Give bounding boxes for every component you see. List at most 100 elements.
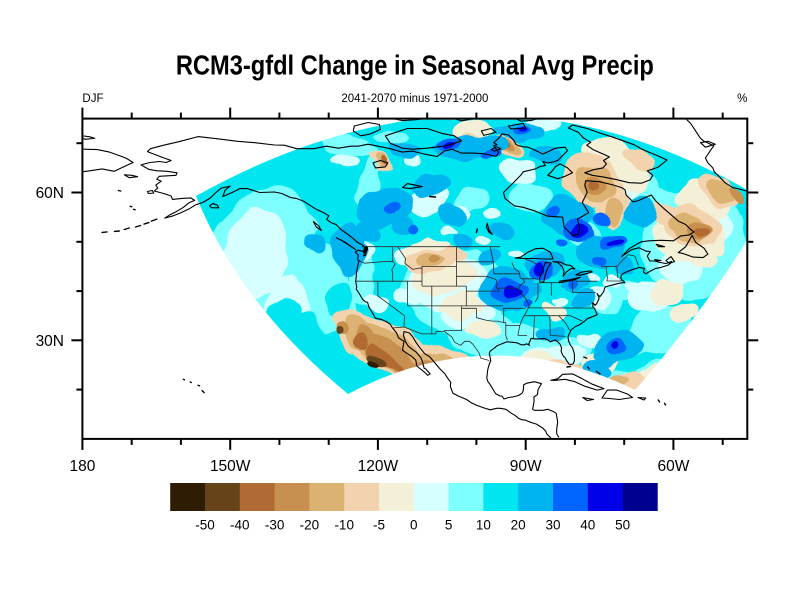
coast-great-slave-lake (401, 183, 423, 190)
field-blob (389, 217, 415, 235)
field-blob (333, 153, 357, 167)
field-blob (429, 254, 443, 262)
field-blob (648, 280, 686, 304)
coast-st-lawrence-island (123, 174, 139, 179)
coast-lake-huron (552, 260, 576, 277)
field-blob (357, 184, 413, 228)
field-blob (366, 358, 378, 368)
x-axis-label-120W: 120W (358, 458, 399, 475)
field-blob (591, 257, 605, 267)
coast-mainland-north-america (140, 133, 695, 438)
field-blob (444, 366, 480, 386)
field-blob (666, 300, 702, 324)
field-blob (440, 204, 470, 226)
coast-banks-island (352, 121, 381, 137)
field-blob (354, 155, 382, 209)
field-blob (531, 146, 561, 164)
colorbar-label--5: -5 (373, 518, 385, 533)
coast-bathurst-island-partial (455, 119, 472, 122)
field-blob (522, 283, 542, 297)
colorbar-cell-7 (413, 483, 449, 511)
field-blob (468, 322, 500, 340)
colorbar-label-10: 10 (476, 518, 491, 533)
field-blob (508, 247, 524, 257)
x-axis-label-90W: 90W (510, 458, 542, 475)
field-blob (456, 365, 524, 394)
contour-field (196, 119, 747, 394)
plot-title: RCM3-gfdl Change in Seasonal Avg Precip (176, 50, 654, 81)
subtitle-left: DJF (82, 93, 103, 105)
field-blob (553, 235, 567, 245)
coast-small-islands (101, 189, 667, 406)
puget-sound-mark (362, 245, 369, 255)
colorbar-cell-3 (274, 483, 310, 511)
field-blob (608, 239, 620, 247)
colorbar-label--40: -40 (230, 518, 250, 533)
field-blob (392, 289, 418, 307)
colorbar-cell-6 (379, 483, 415, 511)
field-blob (439, 227, 455, 237)
colorbar-cell-1 (205, 483, 241, 511)
coast-vancouver-island (335, 237, 357, 251)
coast-anticosti-island (655, 243, 666, 248)
colorbar-label--20: -20 (300, 518, 320, 533)
y-axis-label-60N: 60N (36, 185, 64, 202)
colorbar-label--10: -10 (334, 518, 354, 533)
field-blob (357, 224, 379, 240)
field-blob (332, 328, 342, 338)
coast-puerto-rico (637, 396, 647, 401)
field-blob (450, 233, 470, 247)
field-blob (547, 208, 559, 216)
coast-baffin-island (567, 124, 668, 184)
x-axis-label-150W: 150W (210, 458, 251, 475)
colorbar-cell-8 (448, 483, 484, 511)
field-blob (592, 214, 612, 226)
colorbar-label-30: 30 (545, 518, 560, 533)
coast-lake-ontario (575, 270, 593, 276)
field-blob (268, 295, 302, 335)
coast-nunivak-island (146, 189, 155, 195)
coast-lake-winnipeg (485, 222, 493, 235)
field-blob (693, 254, 719, 270)
field-blob (568, 282, 578, 288)
coast-king-william-island (490, 146, 502, 152)
field-blob (487, 221, 513, 239)
field-blob (499, 375, 551, 394)
colorbar-label-20: 20 (511, 518, 526, 533)
colorbar-cell-13 (622, 483, 658, 511)
field-blob (506, 181, 554, 211)
field-blob (572, 290, 598, 310)
subtitle-center: 2041-2070 minus 1971-2000 (341, 93, 488, 105)
coast-kodiak-island (208, 202, 220, 209)
colorbar-cell-9 (483, 483, 519, 511)
colorbar-label-40: 40 (580, 518, 595, 533)
colorbar-cell-4 (309, 483, 345, 511)
field-blob (706, 183, 732, 203)
coast-hispaniola (601, 389, 634, 401)
field-blob (410, 174, 450, 196)
map-frame (81, 117, 749, 440)
field-blob (409, 224, 421, 232)
field-blob (353, 334, 367, 346)
x-axis-label-180: 180 (69, 458, 95, 475)
field-blob (460, 370, 506, 390)
field-blob (508, 351, 556, 373)
field-blob (534, 263, 544, 275)
coast-cuba (550, 373, 605, 391)
field-blob (545, 303, 567, 317)
coast-haida-gwaii (312, 221, 322, 232)
field-blob (412, 202, 428, 212)
field-blob (727, 188, 745, 204)
field-blob (374, 129, 410, 145)
colorbar-cell-11 (553, 483, 589, 511)
colorbar-label--50: -50 (195, 518, 215, 533)
us-state-borders (356, 246, 639, 361)
colorbar-cell-0 (170, 483, 206, 511)
colorbar-cell-12 (587, 483, 623, 511)
field-blob (365, 352, 389, 370)
colorbar-label-5: 5 (445, 518, 453, 533)
field-blob (307, 234, 329, 252)
coast-great-bear-lake (372, 159, 389, 169)
map-area (83, 119, 747, 438)
field-blob (478, 250, 502, 266)
